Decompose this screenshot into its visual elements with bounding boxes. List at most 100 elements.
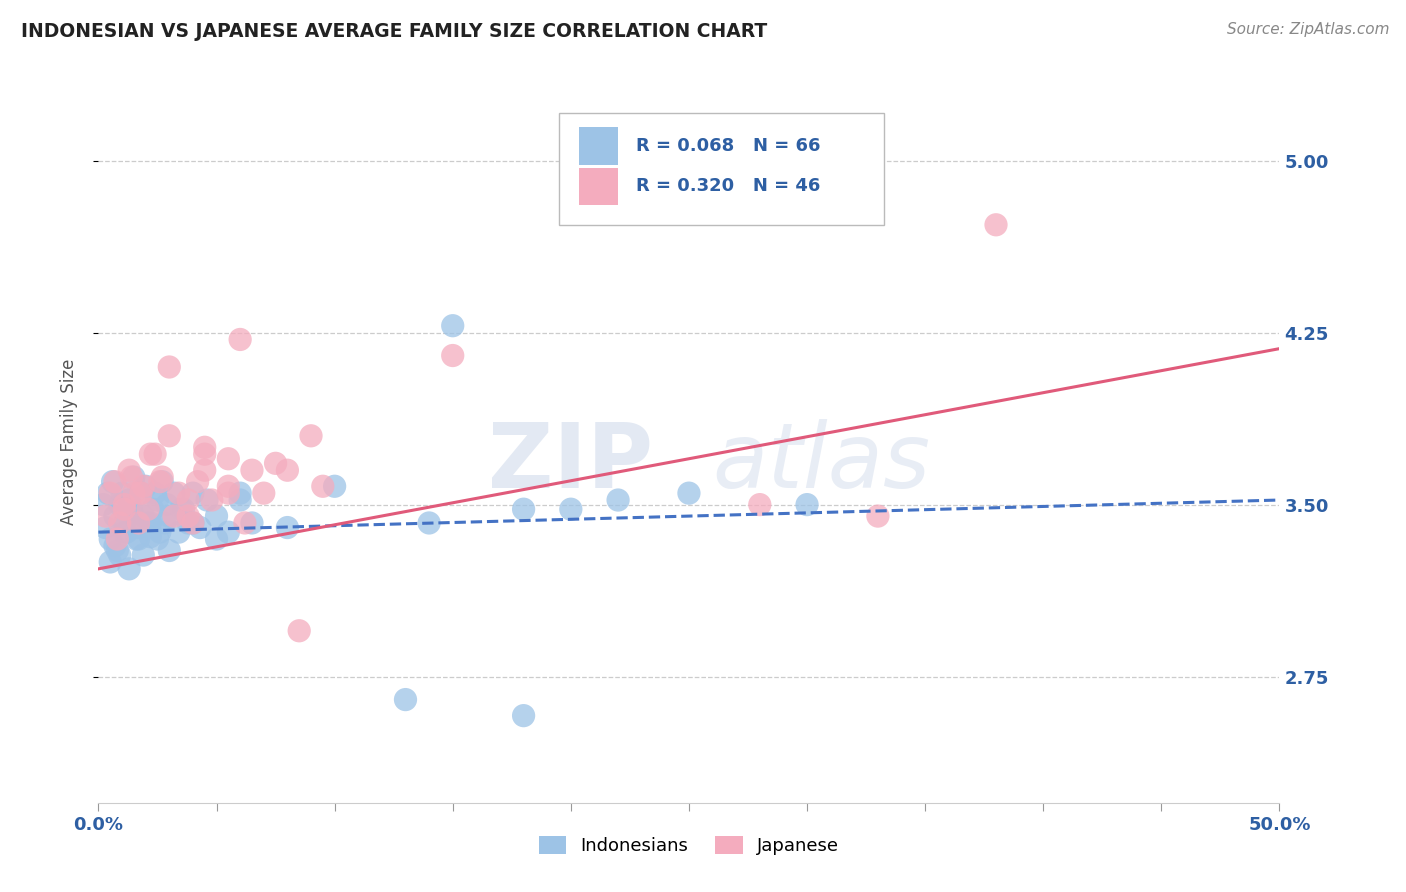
Text: Source: ZipAtlas.com: Source: ZipAtlas.com [1226, 22, 1389, 37]
Point [146, 493, 169, 508]
Point [299, 429, 322, 443]
Point [104, 509, 127, 524]
Point [98, 555, 121, 569]
Point [560, 502, 582, 516]
Point [146, 532, 169, 546]
Point [240, 516, 263, 530]
Point [121, 502, 143, 516]
Point [177, 493, 200, 508]
Point [105, 532, 128, 546]
Point [112, 516, 135, 530]
Point [167, 525, 190, 540]
Text: atlas: atlas [713, 419, 931, 508]
Point [129, 486, 152, 500]
Point [101, 475, 124, 489]
Point [104, 539, 127, 553]
Point [150, 470, 173, 484]
Point [177, 516, 200, 530]
Point [149, 475, 172, 489]
Point [205, 509, 228, 524]
Point [187, 475, 209, 489]
Point [866, 509, 889, 524]
Point [229, 486, 252, 500]
Point [94, 520, 117, 534]
Point [253, 486, 276, 500]
Point [678, 486, 700, 500]
Point [181, 516, 204, 530]
Bar [579, 168, 619, 205]
Point [157, 543, 180, 558]
Point [217, 451, 239, 466]
Point [195, 493, 218, 508]
Point [205, 532, 228, 546]
Point [748, 498, 770, 512]
Point [128, 532, 150, 546]
Point [128, 520, 150, 534]
Bar [579, 128, 619, 165]
Point [122, 509, 145, 524]
Point [122, 486, 145, 500]
Point [181, 516, 204, 530]
Point [97, 486, 120, 500]
Point [94, 509, 117, 524]
Point [136, 502, 159, 516]
Point [115, 525, 138, 540]
Point [132, 509, 155, 524]
Point [288, 624, 311, 638]
Point [122, 470, 145, 484]
Point [98, 486, 121, 500]
Text: R = 0.068   N = 66: R = 0.068 N = 66 [636, 137, 820, 155]
FancyBboxPatch shape [560, 112, 884, 225]
Point [217, 486, 239, 500]
Legend: Indonesians, Japanese: Indonesians, Japanese [538, 836, 839, 855]
Point [233, 516, 256, 530]
Point [156, 498, 179, 512]
Point [512, 502, 534, 516]
Point [135, 479, 157, 493]
Point [139, 447, 162, 461]
Point [132, 548, 155, 562]
Point [194, 440, 217, 454]
Point [264, 456, 287, 470]
Point [276, 463, 298, 477]
Text: R = 0.320   N = 46: R = 0.320 N = 46 [636, 178, 820, 195]
Point [796, 498, 818, 512]
Point [194, 463, 217, 477]
Text: INDONESIAN VS JAPANESE AVERAGE FAMILY SIZE CORRELATION CHART: INDONESIAN VS JAPANESE AVERAGE FAMILY SI… [21, 22, 768, 41]
Point [132, 479, 155, 493]
Point [153, 516, 176, 530]
Point [194, 447, 217, 461]
Point [170, 502, 193, 516]
Point [111, 486, 134, 500]
Point [112, 502, 135, 516]
Point [167, 486, 190, 500]
Point [125, 532, 148, 546]
Point [177, 509, 200, 524]
Point [984, 218, 1007, 232]
Point [108, 548, 131, 562]
Point [217, 479, 239, 493]
Point [394, 692, 416, 706]
Point [98, 532, 121, 546]
Point [240, 463, 263, 477]
Point [229, 493, 252, 508]
Point [188, 520, 211, 534]
Point [136, 516, 159, 530]
Point [150, 475, 173, 489]
Point [121, 470, 143, 484]
Point [129, 486, 152, 500]
Point [441, 349, 464, 363]
Point [112, 525, 135, 540]
Point [201, 493, 224, 508]
Point [229, 333, 252, 347]
Text: ZIP: ZIP [488, 419, 654, 508]
Point [157, 359, 180, 374]
Point [105, 543, 128, 558]
Point [276, 520, 298, 534]
Point [149, 525, 172, 540]
Point [108, 516, 131, 530]
Point [607, 493, 630, 508]
Point [139, 530, 162, 544]
Point [118, 562, 141, 576]
Point [323, 479, 346, 493]
